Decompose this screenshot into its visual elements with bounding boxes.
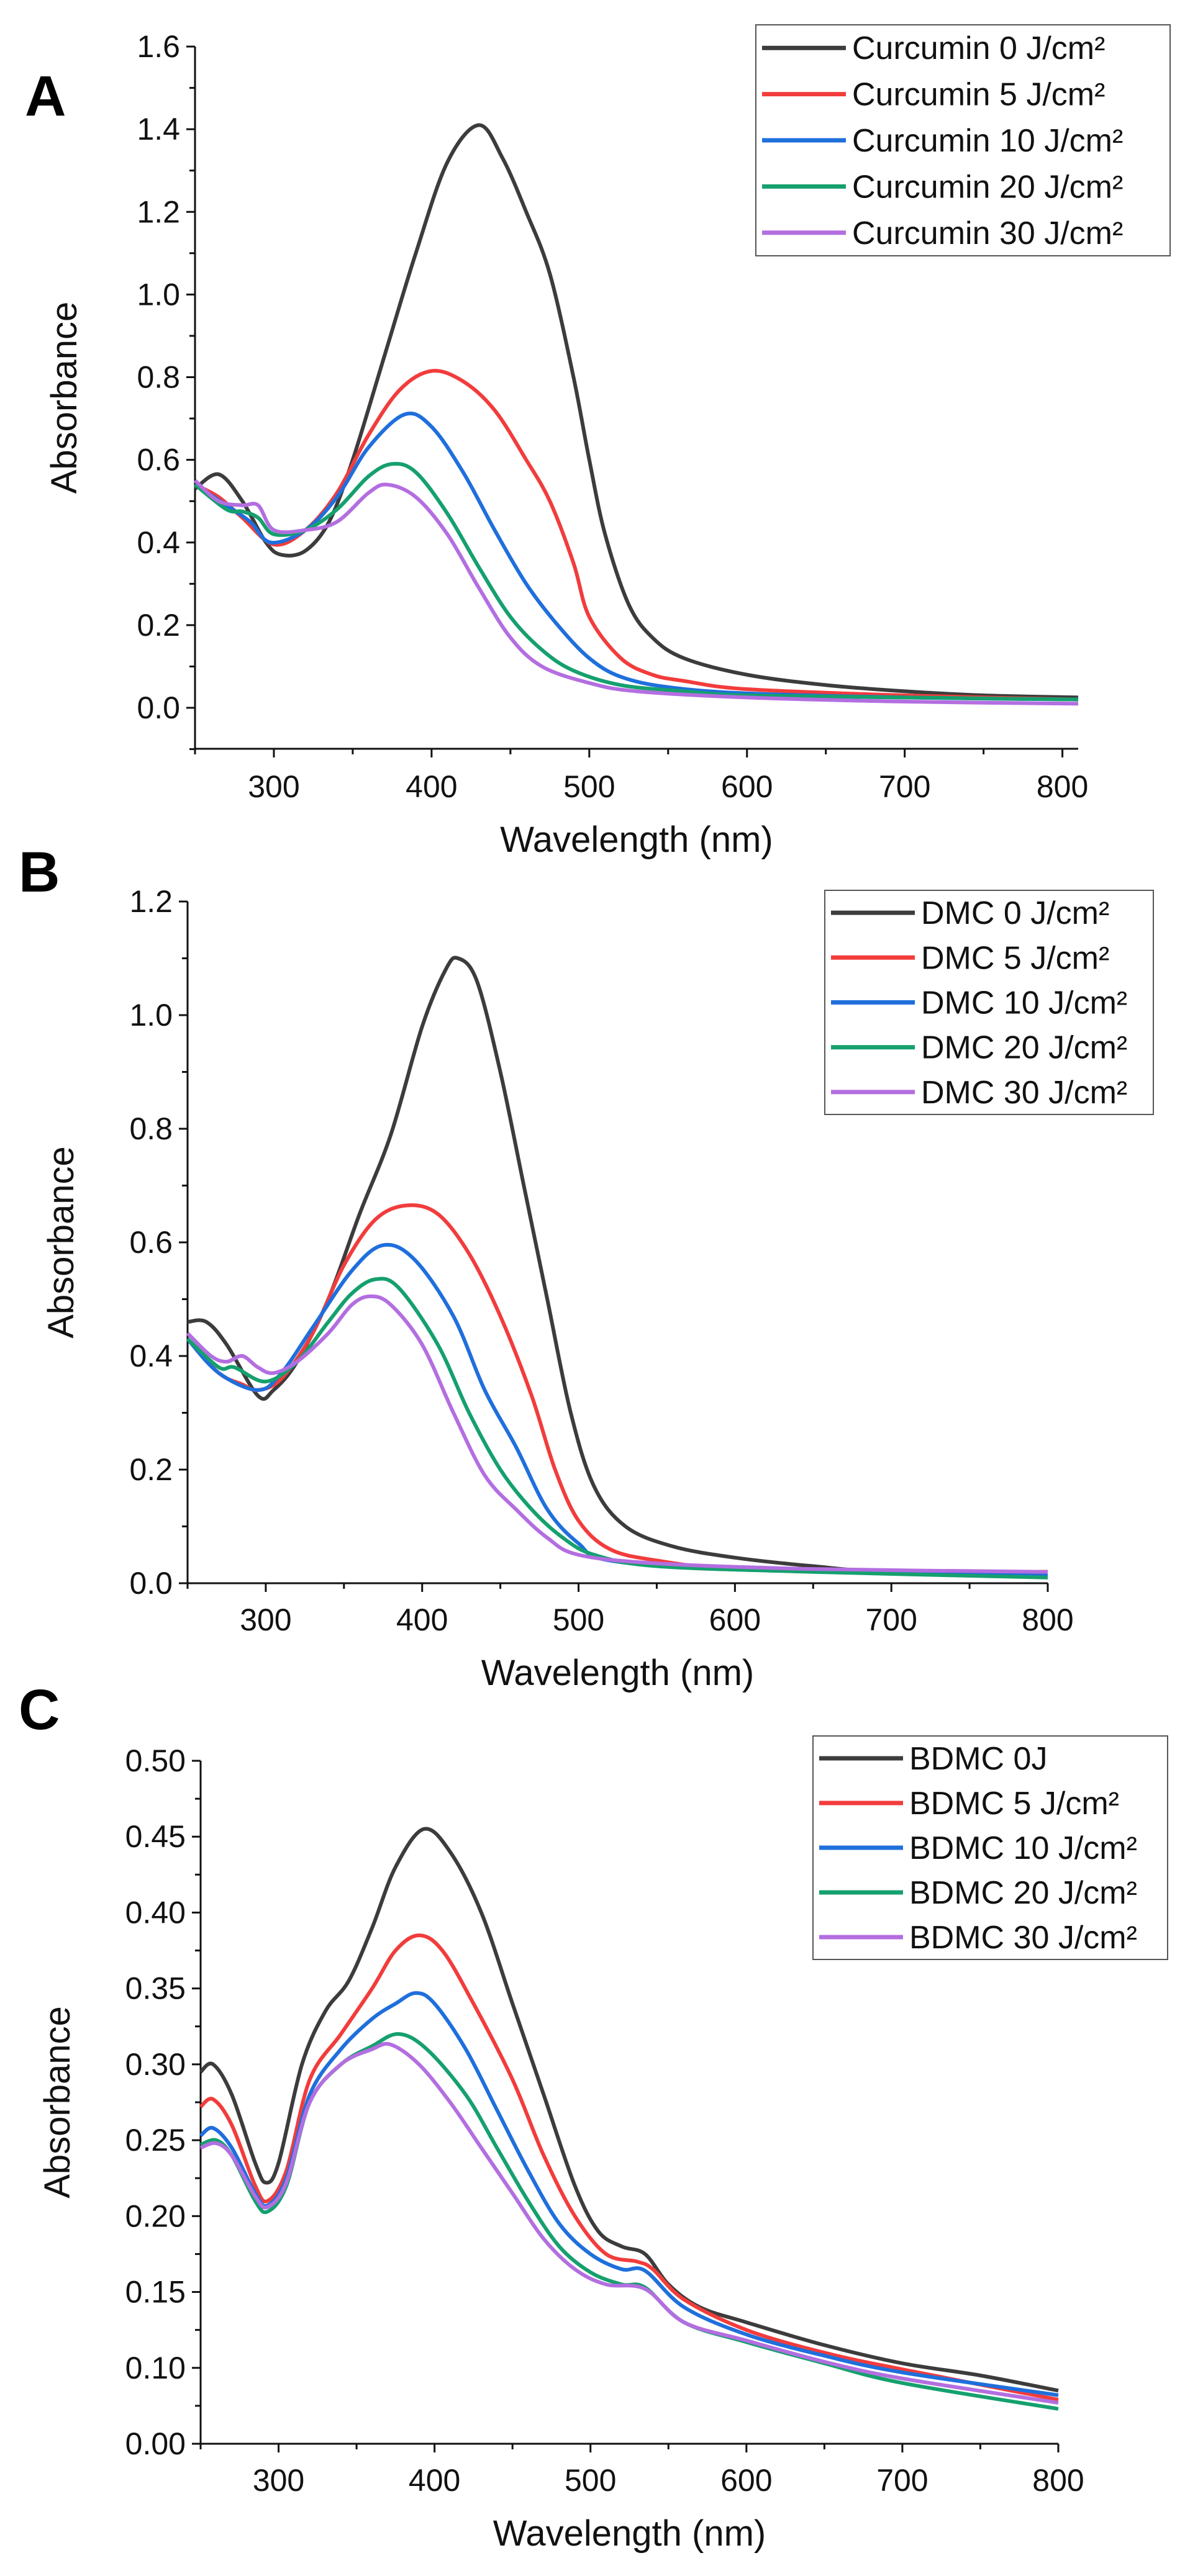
- y-tick-label: 0.2: [137, 608, 180, 643]
- x-tick-label: 400: [396, 1602, 448, 1637]
- chart-panel-a: A 300 400 500 600 700 800 0.0 0.2 0.4 0.6 0.8 1.0 1.2…: [25, 24, 1171, 860]
- legend-label: BDMC 10 J/cm²: [909, 1830, 1137, 1866]
- y-tick-label: 0.6: [129, 1225, 173, 1260]
- legend: DMC 0 J/cm² DMC 5 J/cm² DMC 10 J/cm² DMC 20…: [824, 890, 1154, 1115]
- x-tick-label: 600: [709, 1602, 761, 1637]
- y-tick-label: 0.40: [125, 1895, 186, 1930]
- legend-label: Curcumin 10 J/cm²: [852, 123, 1123, 159]
- y-tick-label: 0.8: [137, 360, 180, 395]
- y-tick-label: 0.15: [125, 2275, 186, 2310]
- y-tick-label: 0.30: [125, 2047, 186, 2082]
- y-tick-label: 0.35: [125, 1971, 186, 2006]
- series-line-1: [199, 1933, 1059, 2402]
- legend-label: BDMC 0J: [909, 1741, 1047, 1777]
- series-line-3: [194, 461, 1079, 702]
- x-axis-title: Wavelength (nm): [493, 2513, 766, 2554]
- legend-label: BDMC 30 J/cm²: [909, 1920, 1137, 1956]
- legend-label: Curcumin 30 J/cm²: [852, 215, 1123, 251]
- y-tick-label: 1.6: [137, 29, 180, 64]
- series-line-3: [199, 2032, 1059, 2411]
- legend-label: BDMC 5 J/cm²: [909, 1786, 1119, 1822]
- y-tick-label: 1.0: [137, 277, 180, 312]
- legend-label: Curcumin 20 J/cm²: [852, 169, 1123, 205]
- series-line-2: [186, 1242, 1048, 1577]
- legend-label: DMC 5 J/cm²: [921, 940, 1109, 976]
- y-tick-label: 0.25: [125, 2123, 186, 2158]
- legend-label: DMC 0 J/cm²: [921, 895, 1109, 931]
- legend-label: DMC 20 J/cm²: [921, 1030, 1127, 1066]
- x-tick-label: 300: [240, 1602, 291, 1637]
- y-axis-title: Absorbance: [44, 302, 84, 494]
- y-tick-label: 0.45: [125, 1819, 186, 1854]
- y-tick-label: 0.6: [137, 443, 180, 477]
- x-tick-label: 800: [1022, 1602, 1073, 1637]
- x-tick-label: 700: [879, 769, 930, 804]
- chart-panel-c: C 300 400 500 600 700 800 0.00 0.10 0.15 0.20 0.25 0…: [19, 1678, 1168, 2554]
- x-tick-label: 600: [720, 2463, 772, 2498]
- series-line-4: [199, 2041, 1059, 2405]
- x-tick-label: 400: [406, 769, 457, 804]
- panel-letter: A: [25, 65, 66, 128]
- legend-label: Curcumin 0 J/cm²: [852, 30, 1105, 66]
- x-tick-label: 400: [409, 2463, 460, 2498]
- y-tick-label: 0.00: [125, 2426, 186, 2461]
- legend-label: DMC 10 J/cm²: [921, 985, 1127, 1021]
- y-tick-label: 1.2: [129, 884, 173, 919]
- x-tick-label: 300: [248, 769, 299, 804]
- series-line-4: [193, 479, 1079, 706]
- legend-label: Curcumin 5 J/cm²: [852, 77, 1105, 113]
- y-axis-title: Absorbance: [37, 2006, 78, 2199]
- series-line-4: [186, 1294, 1048, 1574]
- y-tick-label: 1.4: [137, 112, 180, 147]
- y-tick-label: 0.0: [129, 1566, 173, 1601]
- series-line-1: [194, 369, 1079, 702]
- y-tick-label: 0.50: [125, 1743, 186, 1778]
- x-tick-label: 500: [553, 1602, 604, 1637]
- x-tick-label: 600: [721, 769, 773, 804]
- y-tick-label: 0.4: [129, 1339, 173, 1373]
- x-axis-title: Wavelength (nm): [500, 820, 773, 860]
- x-tick-label: 800: [1032, 2463, 1084, 2498]
- y-tick-label: 1.0: [129, 998, 173, 1033]
- y-tick-label: 0.0: [137, 690, 180, 725]
- y-axis-title: Absorbance: [41, 1146, 81, 1339]
- x-tick-label: 800: [1037, 769, 1088, 804]
- legend-label: BDMC 20 J/cm²: [909, 1875, 1137, 1911]
- chart-panel-b: B 300 400 500 600 700 800 0.0 0.2 0.4 0.6 0.8 1.0 1.2…: [19, 841, 1154, 1693]
- x-tick-label: 500: [565, 2463, 616, 2498]
- series-line-3: [186, 1277, 1048, 1579]
- series-line-0: [199, 1827, 1059, 2393]
- series-line-2: [194, 412, 1079, 702]
- x-tick-label: 700: [865, 1602, 917, 1637]
- panel-letter: B: [19, 841, 60, 904]
- y-tick-label: 0.2: [129, 1452, 173, 1487]
- x-tick-label: 700: [876, 2463, 928, 2498]
- panel-letter: C: [19, 1678, 60, 1742]
- y-tick-label: 1.2: [137, 194, 180, 229]
- y-tick-label: 0.10: [125, 2351, 186, 2385]
- series-line-2: [199, 1991, 1059, 2397]
- legend-label: DMC 30 J/cm²: [921, 1075, 1127, 1111]
- x-tick-label: 500: [563, 769, 615, 804]
- series-line-0: [194, 123, 1079, 700]
- y-tick-label: 0.8: [129, 1111, 173, 1146]
- x-tick-label: 300: [253, 2463, 304, 2498]
- x-axis-title: Wavelength (nm): [481, 1653, 754, 1693]
- y-tick-label: 0.20: [125, 2199, 186, 2233]
- series-line-1: [186, 1203, 1048, 1575]
- y-tick-label: 0.4: [137, 525, 180, 560]
- legend: BDMC 0J BDMC 5 J/cm² BDMC 10 J/cm² BDMC 20 …: [812, 1735, 1168, 1960]
- legend: Curcumin 0 J/cm² Curcumin 5 J/cm² Curcumin…: [755, 24, 1171, 256]
